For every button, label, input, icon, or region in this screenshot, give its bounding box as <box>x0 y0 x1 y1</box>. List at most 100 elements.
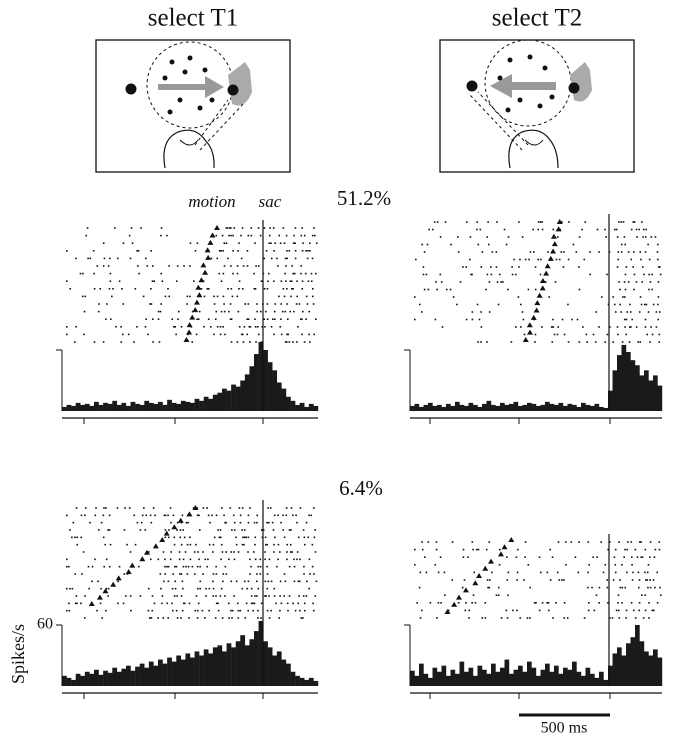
spike <box>285 514 288 517</box>
spike <box>142 295 145 298</box>
histogram-bar <box>423 404 429 411</box>
spike <box>290 288 293 290</box>
spike <box>241 507 244 509</box>
spike <box>80 602 82 605</box>
spike <box>272 227 275 229</box>
spike <box>243 536 246 539</box>
spike <box>598 586 601 589</box>
motion-onset <box>444 609 451 614</box>
spike <box>206 288 209 290</box>
spike <box>224 333 226 336</box>
spike <box>199 565 201 568</box>
spike <box>254 318 256 320</box>
spike <box>477 548 480 551</box>
spike <box>638 602 641 604</box>
histogram-bar <box>199 400 204 411</box>
histogram-bar <box>121 668 127 686</box>
spike <box>218 272 221 275</box>
spike <box>651 288 653 291</box>
spike <box>293 234 295 237</box>
spike <box>301 333 303 336</box>
spike <box>467 556 469 558</box>
spike <box>300 272 302 275</box>
spike <box>264 536 267 539</box>
histogram-bar <box>89 673 95 686</box>
spike <box>92 250 95 252</box>
spike <box>427 541 430 543</box>
spike <box>286 602 289 605</box>
spike <box>215 310 218 313</box>
spike <box>196 507 199 509</box>
spike <box>256 521 258 524</box>
spike <box>91 580 93 583</box>
spike <box>500 281 502 283</box>
spike <box>312 507 315 509</box>
spike <box>292 341 294 343</box>
spike <box>140 521 143 524</box>
spike <box>260 617 262 619</box>
histogram-bar <box>295 675 300 686</box>
histogram-bar <box>545 401 550 411</box>
spike <box>240 257 243 260</box>
spike <box>180 595 183 597</box>
spike <box>556 236 559 238</box>
spike <box>215 514 218 517</box>
motion-onset <box>530 314 537 320</box>
motion-onset <box>556 219 563 224</box>
spike <box>615 228 618 231</box>
spike <box>625 333 628 336</box>
spike <box>567 258 570 261</box>
spike <box>89 257 92 260</box>
spike <box>437 602 440 604</box>
spike <box>534 288 537 291</box>
spike <box>266 543 268 546</box>
spike <box>74 536 76 539</box>
spike <box>295 514 297 517</box>
spike <box>229 318 232 320</box>
spike <box>302 310 304 313</box>
spike <box>414 318 416 321</box>
spike <box>541 326 543 328</box>
spike <box>286 303 288 305</box>
spike <box>111 295 113 298</box>
spike <box>137 250 140 252</box>
spike <box>439 273 442 276</box>
spike <box>286 551 288 553</box>
spike <box>172 514 175 517</box>
histogram-bar <box>419 663 424 686</box>
histogram-bar <box>477 406 483 411</box>
histogram-bar <box>473 675 478 686</box>
spike <box>521 311 524 313</box>
spike <box>659 273 662 276</box>
spike <box>427 288 430 291</box>
histogram-bar <box>158 659 163 686</box>
spike <box>312 609 315 612</box>
motion-onset <box>202 269 209 275</box>
spike <box>443 571 446 574</box>
spike <box>233 521 236 524</box>
histogram-bar <box>126 665 131 686</box>
spike <box>114 227 116 229</box>
spike <box>277 558 279 561</box>
spike <box>197 318 200 320</box>
spike <box>300 318 302 320</box>
spike <box>87 565 90 568</box>
spike <box>613 228 616 231</box>
spike <box>491 251 494 253</box>
histogram-bar <box>495 671 501 686</box>
histogram-bar <box>617 355 622 411</box>
spike <box>623 236 626 238</box>
spike <box>609 541 611 543</box>
spike <box>638 311 641 313</box>
histogram-bar <box>135 403 140 411</box>
spike <box>498 273 501 276</box>
spike <box>439 556 442 558</box>
spike <box>222 580 224 583</box>
spike <box>181 580 184 583</box>
spike <box>277 514 279 517</box>
spike <box>124 507 126 509</box>
spike <box>123 529 126 531</box>
spike <box>309 341 311 343</box>
motion-onset <box>152 543 159 549</box>
spike <box>618 281 620 283</box>
